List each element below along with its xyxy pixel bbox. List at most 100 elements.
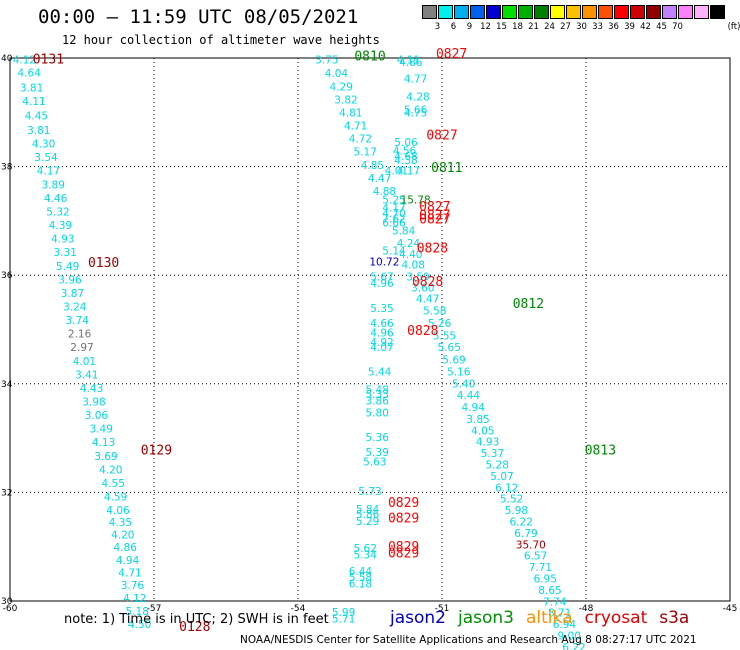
wave-height-value: 4.75: [404, 108, 427, 120]
wave-height-value: 3.24: [63, 301, 87, 313]
wave-height-value: 3.98: [82, 397, 105, 409]
scale-swatch: [534, 5, 549, 19]
y-axis-label: 34: [1, 380, 13, 390]
wave-height-value: 4.64: [18, 67, 42, 79]
wave-height-value: 5.99: [332, 607, 355, 619]
wave-height-value: 4.70: [382, 208, 405, 220]
wave-height-value: 5.34: [354, 550, 378, 562]
wave-height-value: 3.76: [121, 580, 145, 592]
wave-height-value: 3.41: [75, 369, 98, 381]
legend-s3a: s3a: [659, 608, 690, 628]
wave-height-value: 5.84: [392, 225, 416, 237]
wave-height-value: 5.28: [486, 460, 509, 472]
wave-height-value: 4.71: [118, 568, 141, 580]
scale-swatch: [630, 5, 645, 19]
legend-jason3: jason3: [458, 608, 514, 628]
wave-height-value: 4.71: [344, 121, 367, 133]
wave-height-value: 4.24: [397, 238, 421, 250]
wave-height-value: 4.08: [402, 260, 425, 272]
wave-height-value: 3.85: [466, 414, 489, 426]
wave-height-value: 4.17: [397, 166, 420, 178]
wave-height-value: 15.78: [401, 195, 431, 207]
scale-label: 24: [544, 22, 555, 32]
wave-height-value: 5.49: [56, 261, 79, 273]
wave-height-value: 4.86: [114, 542, 138, 554]
wave-height-value: 3.60: [411, 282, 434, 294]
wave-height-value: 5.80: [366, 407, 389, 419]
pass-time-label: 0827: [419, 200, 450, 215]
wave-height-value: 2.16: [68, 329, 92, 341]
wave-height-value: 4.46: [44, 193, 68, 205]
wave-height-value: 7.71: [529, 562, 552, 574]
wave-height-value: 5.40: [452, 379, 475, 391]
wave-height-value: 6.95: [534, 574, 557, 586]
wave-height-value: 5.39: [366, 447, 389, 459]
wave-height-value: 5.67: [370, 272, 393, 284]
scale-unit: (ft): [727, 22, 740, 32]
y-axis-label: 30: [1, 597, 13, 607]
wave-height-value: 4.01: [73, 356, 96, 368]
wave-height-value: 4.29: [330, 82, 353, 94]
scale-swatch: [502, 5, 517, 19]
wave-height-value: 5.17: [354, 147, 377, 159]
wave-height-value: 4.12: [13, 54, 36, 66]
wave-height-value: 4.17: [37, 166, 60, 178]
wave-height-value: 5.63: [363, 456, 386, 468]
wave-height-value: 5.98: [505, 505, 528, 517]
pass-time-label: 0827: [426, 128, 457, 143]
wave-height-value: 3.31: [54, 247, 77, 259]
pass-time-label: 0828: [417, 241, 448, 256]
wave-height-value: 3.54: [34, 152, 58, 164]
scale-swatch: [662, 5, 677, 19]
pass-time-label: 0829: [388, 496, 419, 511]
wave-height-value: 3.75: [315, 54, 338, 66]
wave-height-value: 5.18: [126, 606, 149, 618]
wave-height-value: 6.18: [349, 578, 372, 590]
pass-time-label: 0129: [141, 443, 172, 458]
scale-swatch: [710, 5, 725, 19]
wave-height-value: 5.52: [500, 494, 523, 506]
wave-height-value: 4.11: [397, 54, 420, 66]
wave-height-value: 4.93: [476, 437, 499, 449]
scale-label: 70: [672, 22, 683, 32]
scale-label: 21: [528, 22, 539, 32]
scale-swatch: [550, 5, 565, 19]
pass-time-label: 0829: [388, 547, 419, 562]
scale-label: 33: [592, 22, 603, 32]
wave-height-value: 6.22: [562, 642, 585, 650]
scale-swatch: [614, 5, 629, 19]
scale-swatch: [694, 5, 709, 19]
wave-height-value: 4.44: [457, 390, 481, 402]
wave-height-value: 5.66: [404, 104, 428, 116]
wave-height-value: 4.85: [361, 160, 384, 172]
wave-height-value: 4.94: [116, 555, 140, 567]
scale-label: 15: [496, 22, 507, 32]
pass-time-label: 0827: [436, 47, 467, 62]
wave-height-value: 4.96: [370, 278, 394, 290]
pass-time-label: 0813: [585, 443, 616, 458]
wave-height-value: 3.86: [366, 395, 390, 407]
wave-height-value: 5.62: [354, 543, 377, 555]
wave-height-value: 5.25: [382, 195, 405, 207]
wave-height-value: 4.55: [102, 478, 125, 490]
wave-height-value: 5.29: [356, 516, 379, 528]
map-title: 00:00 – 11:59 UTC 08/05/2021: [38, 6, 359, 28]
wave-height-value: 3.49: [90, 424, 113, 436]
wave-height-value: 5.58: [349, 572, 372, 584]
wave-height-value: 3.59: [406, 272, 429, 284]
wave-height-value: 4.50: [128, 619, 151, 631]
footer-credit: NOAA/NESDIS Center for Satellite Applica…: [240, 634, 697, 646]
wave-height-value: 8.65: [538, 585, 561, 597]
scale-label: 36: [608, 22, 619, 32]
wave-height-value: 9.00: [558, 631, 581, 643]
wave-height-value: 7.74: [543, 596, 567, 608]
satellite-legend: jason2 jason3 altika cryosat s3a: [390, 608, 701, 628]
wave-height-value: 8.71: [548, 608, 571, 620]
pass-time-label: 0131: [33, 52, 64, 67]
pass-time-label: 0828: [407, 324, 438, 339]
wave-height-value: 5.14: [382, 246, 406, 258]
wave-height-value: 5.16: [447, 367, 471, 379]
wave-height-value: 4.47: [416, 293, 439, 305]
wave-height-value: 3.96: [58, 274, 82, 286]
wave-height-value: 5.84: [356, 504, 380, 516]
